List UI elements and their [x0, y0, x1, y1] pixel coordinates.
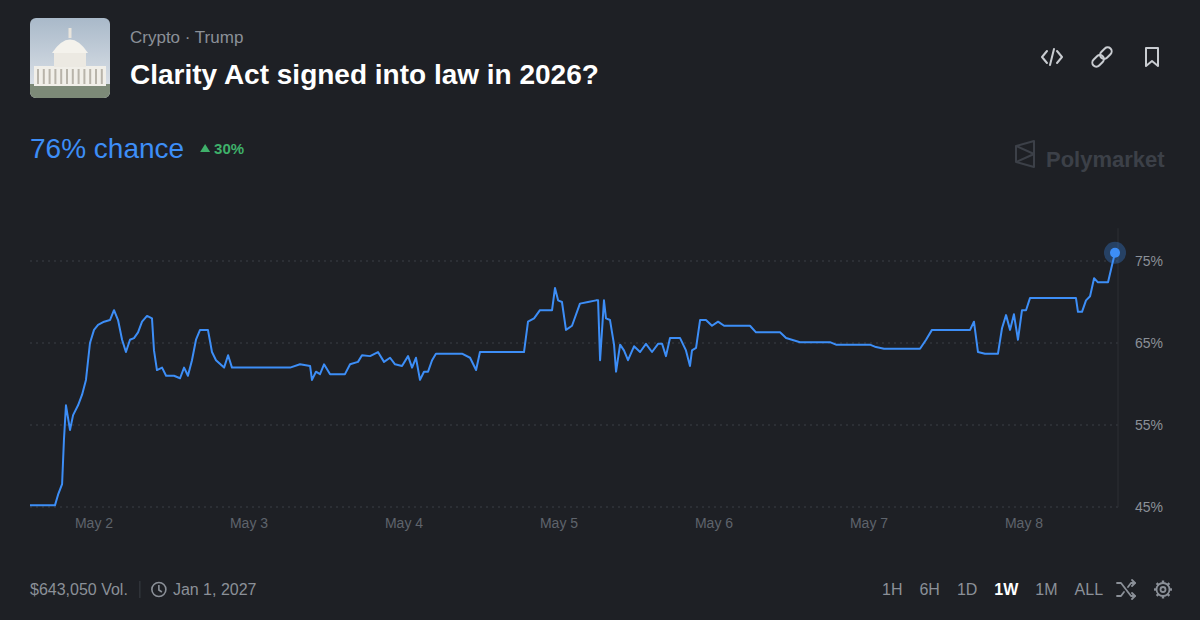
- range-button[interactable]: 1M: [1035, 581, 1057, 598]
- grid: [30, 261, 1118, 507]
- icon-column: [43, 69, 45, 84]
- icon-column: [37, 69, 39, 84]
- icon-part: [1132, 593, 1135, 599]
- header-actions: [1042, 46, 1158, 69]
- clock-icon: [152, 583, 166, 597]
- y-axis-line: [1118, 228, 1119, 507]
- settings-icon[interactable]: [1154, 581, 1172, 599]
- link-icon[interactable]: [1091, 46, 1114, 69]
- embed-icon[interactable]: [1042, 49, 1062, 65]
- x-tick-label: May 7: [850, 515, 888, 531]
- price-line: [30, 253, 1115, 506]
- x-tick-label: May 3: [230, 515, 268, 531]
- icon-sky: [30, 18, 110, 98]
- x-tick-label: May 8: [1005, 515, 1043, 531]
- grid-line: [30, 261, 1118, 262]
- icon-part: [1098, 46, 1113, 61]
- icon-statue: [69, 28, 72, 38]
- x-tick-label: May 6: [695, 515, 733, 531]
- y-tick-label: 65%: [1135, 335, 1163, 351]
- icon-column: [49, 69, 51, 84]
- end-marker: [1104, 242, 1126, 264]
- icon-column: [89, 69, 91, 84]
- volume: $643,050 Vol.: [30, 581, 128, 598]
- bookmark-icon[interactable]: [1146, 48, 1158, 66]
- change-arrow: [200, 144, 210, 152]
- x-tick-label: May 2: [75, 515, 113, 531]
- icon-part: [159, 585, 162, 592]
- title: Clarity Act signed into law in 2026?: [130, 59, 599, 90]
- range-button[interactable]: 6H: [919, 581, 939, 598]
- change: 30%: [214, 140, 244, 157]
- x-tick-label: May 4: [385, 515, 423, 531]
- icon-part: [1157, 583, 1170, 596]
- icon-column: [60, 69, 62, 84]
- icon-column: [83, 69, 85, 84]
- range-button[interactable]: ALL: [1075, 581, 1104, 598]
- icon-part: [152, 583, 166, 597]
- icon-column: [101, 69, 103, 84]
- watermark: Polymarket: [1016, 141, 1165, 172]
- range-button[interactable]: 1H: [882, 581, 902, 598]
- watermark-logo: [1016, 141, 1034, 167]
- icon-part: [1042, 51, 1047, 63]
- market-icon: [30, 18, 110, 98]
- y-tick-label: 45%: [1135, 499, 1163, 515]
- end-dot-halo: [1104, 242, 1126, 264]
- y-tick-label: 55%: [1135, 417, 1163, 433]
- plot-area: [30, 253, 1115, 506]
- end-date: Jan 1, 2027: [173, 581, 257, 598]
- icon-building: [34, 66, 106, 86]
- separator: [139, 581, 140, 598]
- grid-line: [30, 343, 1118, 344]
- watermark-text: Polymarket: [1046, 147, 1165, 172]
- background: [0, 0, 1200, 620]
- icon-part: [1050, 49, 1054, 65]
- x-tick-label: May 5: [540, 515, 578, 531]
- icon-column: [66, 69, 68, 84]
- range-button[interactable]: 1W: [994, 581, 1019, 598]
- icon-part: [1132, 580, 1135, 586]
- y-tick-label: 75%: [1135, 253, 1163, 269]
- icon-column: [78, 69, 80, 84]
- page: Crypto · Trump Clarity Act signed into la…: [0, 0, 1200, 620]
- icon-column: [72, 69, 74, 84]
- probability: 76% chance: [30, 133, 184, 164]
- icon-part: [1091, 53, 1106, 68]
- breadcrumb: Crypto · Trump: [130, 28, 243, 47]
- grid-line: [30, 507, 1118, 508]
- icon-part: [1057, 51, 1062, 63]
- icon-column: [95, 69, 97, 84]
- icon-dome: [52, 40, 88, 54]
- icon-part: [1161, 587, 1166, 592]
- range-button[interactable]: 1D: [957, 581, 977, 598]
- grid-line: [30, 425, 1118, 426]
- icon-ground: [30, 84, 110, 98]
- icon-drum: [54, 52, 86, 67]
- icon-column: [54, 69, 56, 84]
- shuffle-icon[interactable]: [1117, 580, 1135, 599]
- end-dot: [1110, 248, 1120, 258]
